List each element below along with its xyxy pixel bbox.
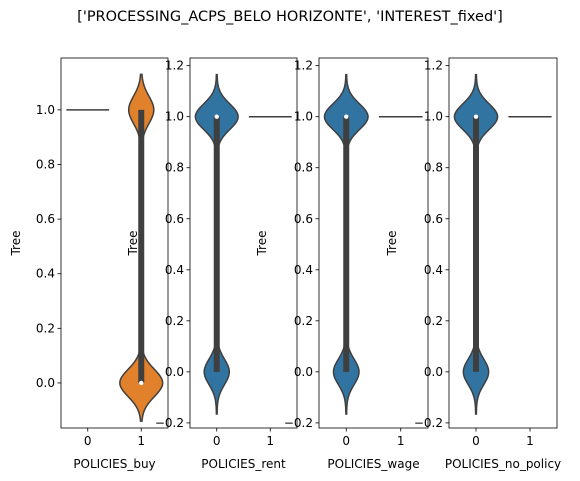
x-axis-label: POLICIES_buy xyxy=(73,457,155,471)
x-axis-label: POLICIES_no_policy xyxy=(445,457,561,471)
violin-median xyxy=(473,114,479,119)
x-tick-label: 0 xyxy=(84,434,92,448)
x-tick-label: 0 xyxy=(472,434,480,448)
violin-median xyxy=(344,114,349,119)
y-tick-label: 0.2 xyxy=(36,321,55,335)
subplot-4: −0.2 0.0 0.2 0.4 0.6 0.8 1.0 1.2 0 1 POLICIES_no_p… xyxy=(385,57,561,471)
y-tick-label: 0.2 xyxy=(165,314,184,328)
y-axis-label: Tree xyxy=(385,230,399,256)
y-tick-label: 1.2 xyxy=(294,59,313,73)
y-tick-label: 0.0 xyxy=(424,365,443,379)
y-tick-label: 1.0 xyxy=(165,110,184,124)
y-tick-label: 1.2 xyxy=(165,59,184,73)
y-tick-label: 0.4 xyxy=(36,267,55,281)
y-tick-label: 0.8 xyxy=(294,161,313,175)
y-tick-label: −0.2 xyxy=(284,416,313,430)
y-tick-label: −0.2 xyxy=(414,416,443,430)
y-tick-label: 0.8 xyxy=(36,157,55,171)
y-axis-label: Tree xyxy=(126,230,140,256)
figure-title: ['PROCESSING_ACPS_BELO HORIZONTE', 'INTE… xyxy=(77,9,503,25)
axes-frame xyxy=(318,57,429,429)
x-tick-label: 1 xyxy=(526,434,534,448)
violin-box xyxy=(138,109,145,383)
y-tick-label: 0.4 xyxy=(294,263,313,277)
y-tick-label: 0.6 xyxy=(424,212,443,226)
y-tick-label: 0.2 xyxy=(294,314,313,328)
y-tick-label: 0.6 xyxy=(294,212,313,226)
y-tick-label: 1.0 xyxy=(36,103,55,117)
y-tick-label: 0.4 xyxy=(424,263,443,277)
y-tick-label: 0.8 xyxy=(424,161,443,175)
x-tick-label: 0 xyxy=(342,434,350,448)
x-tick-label: 1 xyxy=(266,434,274,448)
y-tick-label: 0.0 xyxy=(36,376,55,390)
y-tick-label: 0.2 xyxy=(424,314,443,328)
violin-box xyxy=(213,116,220,372)
y-tick-label: 0.6 xyxy=(36,212,55,226)
y-tick-label: 0.8 xyxy=(165,161,184,175)
x-axis-label: POLICIES_wage xyxy=(327,457,419,471)
violin-median xyxy=(139,380,144,386)
y-axis-label: Tree xyxy=(9,230,23,256)
violin-box xyxy=(343,116,350,372)
x-tick-label: 1 xyxy=(137,434,145,448)
y-axis-label: Tree xyxy=(255,230,269,256)
subplot-1: 0.0 0.2 0.4 0.6 0.8 1.0 0 1 POLICIES_buy Tree xyxy=(9,57,169,471)
axes-frame xyxy=(189,57,298,429)
violin-median xyxy=(214,114,219,119)
y-tick-label: 0.0 xyxy=(294,365,313,379)
y-tick-label: 0.4 xyxy=(165,263,184,277)
y-tick-label: 0.0 xyxy=(165,365,184,379)
x-tick-label: 0 xyxy=(213,434,221,448)
violin-box xyxy=(473,116,479,372)
x-tick-label: 1 xyxy=(397,434,405,448)
axes-frame xyxy=(448,57,558,429)
axes-frame xyxy=(60,57,169,429)
y-tick-label: 1.2 xyxy=(424,59,443,73)
x-axis-label: POLICIES_rent xyxy=(201,457,286,471)
y-tick-label: 0.6 xyxy=(165,212,184,226)
y-tick-label: 1.0 xyxy=(294,110,313,124)
y-tick-label: −0.2 xyxy=(155,416,184,430)
subplot-2: −0.2 0.0 0.2 0.4 0.6 0.8 1.0 1.2 0 1 POLICIES_rent… xyxy=(126,57,298,471)
subplot-3: −0.2 0.0 0.2 0.4 0.6 0.8 1.0 1.2 0 1 POLICIES_wage… xyxy=(255,57,429,471)
y-tick-label: 1.0 xyxy=(424,110,443,124)
